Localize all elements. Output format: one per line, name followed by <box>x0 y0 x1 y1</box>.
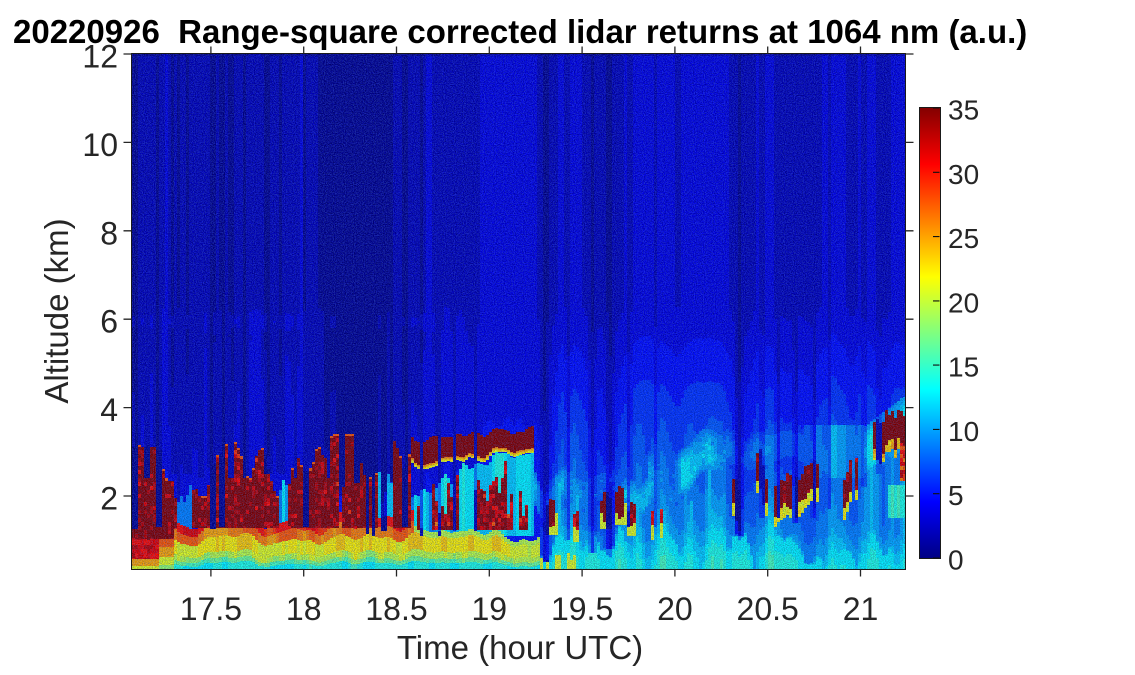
svg-text:19.5: 19.5 <box>551 591 613 627</box>
svg-text:20: 20 <box>948 287 979 318</box>
svg-text:10: 10 <box>948 416 979 447</box>
svg-text:18.5: 18.5 <box>365 591 427 627</box>
svg-text:35: 35 <box>948 95 979 126</box>
svg-text:19: 19 <box>472 591 508 627</box>
svg-text:25: 25 <box>948 223 979 254</box>
svg-text:0: 0 <box>948 545 964 576</box>
svg-text:20.5: 20.5 <box>737 591 799 627</box>
svg-text:17.5: 17.5 <box>180 591 242 627</box>
svg-text:20220926 Range-square correct: 20220926 Range-square corrected lidar re… <box>13 13 1027 50</box>
svg-text:5: 5 <box>948 480 964 511</box>
svg-text:21: 21 <box>843 591 879 627</box>
svg-text:10: 10 <box>82 127 118 163</box>
svg-text:6: 6 <box>100 304 118 340</box>
svg-text:20: 20 <box>657 591 693 627</box>
svg-text:18: 18 <box>286 591 322 627</box>
svg-text:2: 2 <box>100 481 118 517</box>
svg-text:Altitude (km): Altitude (km) <box>38 218 75 403</box>
svg-text:4: 4 <box>100 392 118 428</box>
svg-text:Time (hour UTC): Time (hour UTC) <box>397 629 643 666</box>
svg-text:8: 8 <box>100 215 118 251</box>
svg-text:30: 30 <box>948 159 979 190</box>
svg-text:15: 15 <box>948 352 979 383</box>
svg-text:12: 12 <box>82 39 118 75</box>
